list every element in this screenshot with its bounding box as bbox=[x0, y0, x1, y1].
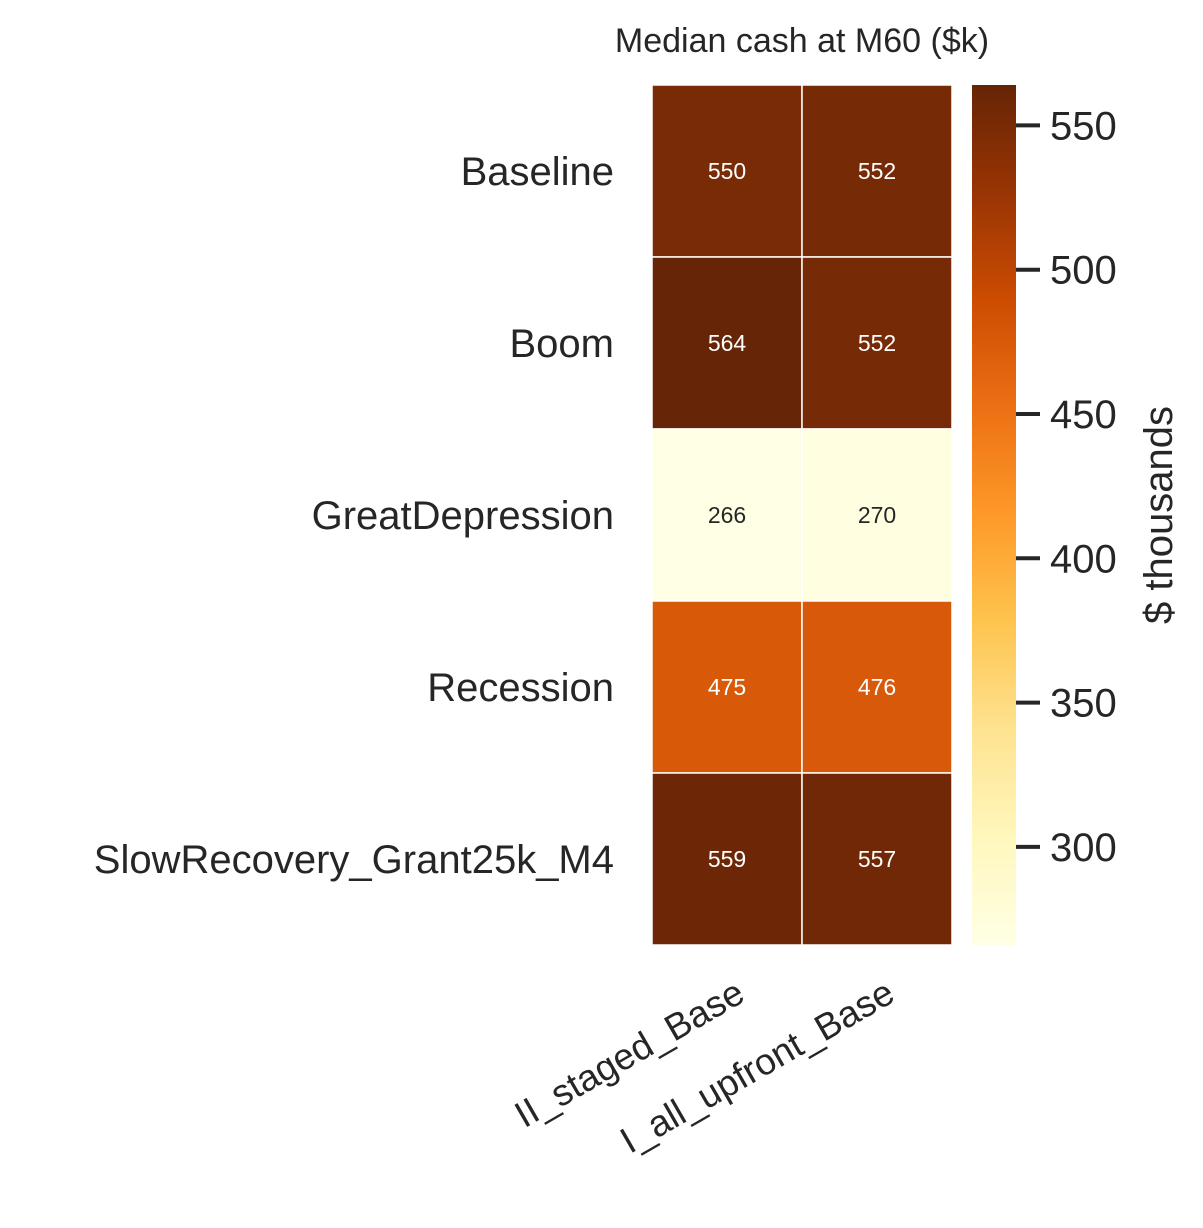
cell-value-label: 476 bbox=[858, 674, 896, 700]
row-label: Boom bbox=[510, 322, 615, 366]
heatmap-cell bbox=[801, 772, 953, 946]
colorbar-tick-label: 350 bbox=[1050, 682, 1117, 726]
cell-value-label: 550 bbox=[708, 158, 746, 184]
row-label: Baseline bbox=[461, 150, 614, 194]
row-label: GreatDepression bbox=[312, 494, 614, 538]
row-label: Recession bbox=[427, 666, 614, 710]
cell-value-label: 559 bbox=[708, 846, 746, 872]
row-label: SlowRecovery_Grant25k_M4 bbox=[94, 838, 614, 882]
heatmap-cell bbox=[801, 84, 953, 258]
heatmap-cell bbox=[651, 428, 803, 602]
row-labels: Baseline Boom GreatDepression Recession Slow… bbox=[94, 150, 614, 882]
colorbar-tick-label: 450 bbox=[1050, 393, 1117, 437]
chart-title: Median cash at M60 ($k) bbox=[615, 22, 989, 60]
cell-value-label: 475 bbox=[708, 674, 746, 700]
cell-value-label: 266 bbox=[708, 502, 746, 528]
cell-value-label: 552 bbox=[858, 158, 896, 184]
heatmap-cells: 550 552 564 552 266 270 475 476 559 557 bbox=[651, 84, 953, 946]
heatmap-cell bbox=[651, 84, 803, 258]
colorbar-label: $ thousands bbox=[1137, 406, 1181, 624]
colorbar-tick-label: 550 bbox=[1050, 104, 1117, 148]
cell-value-label: 557 bbox=[858, 846, 896, 872]
heatmap-cell bbox=[651, 772, 803, 946]
cell-value-label: 270 bbox=[858, 502, 896, 528]
colorbar bbox=[972, 85, 1016, 945]
heatmap-cell bbox=[801, 600, 953, 774]
cell-value-label: 552 bbox=[858, 330, 896, 356]
colorbar-tick-label: 300 bbox=[1050, 826, 1117, 870]
colorbar-ticks: 300 350 400 450 500 550 bbox=[1016, 104, 1117, 870]
heatmap-cell bbox=[801, 428, 953, 602]
colorbar-tick-label: 400 bbox=[1050, 537, 1117, 581]
heatmap-cell bbox=[651, 256, 803, 430]
column-label: I_all_upfront_Base bbox=[613, 971, 901, 1161]
heatmap-cell bbox=[801, 256, 953, 430]
colorbar-tick-label: 500 bbox=[1050, 249, 1117, 293]
cell-value-label: 564 bbox=[708, 330, 747, 356]
